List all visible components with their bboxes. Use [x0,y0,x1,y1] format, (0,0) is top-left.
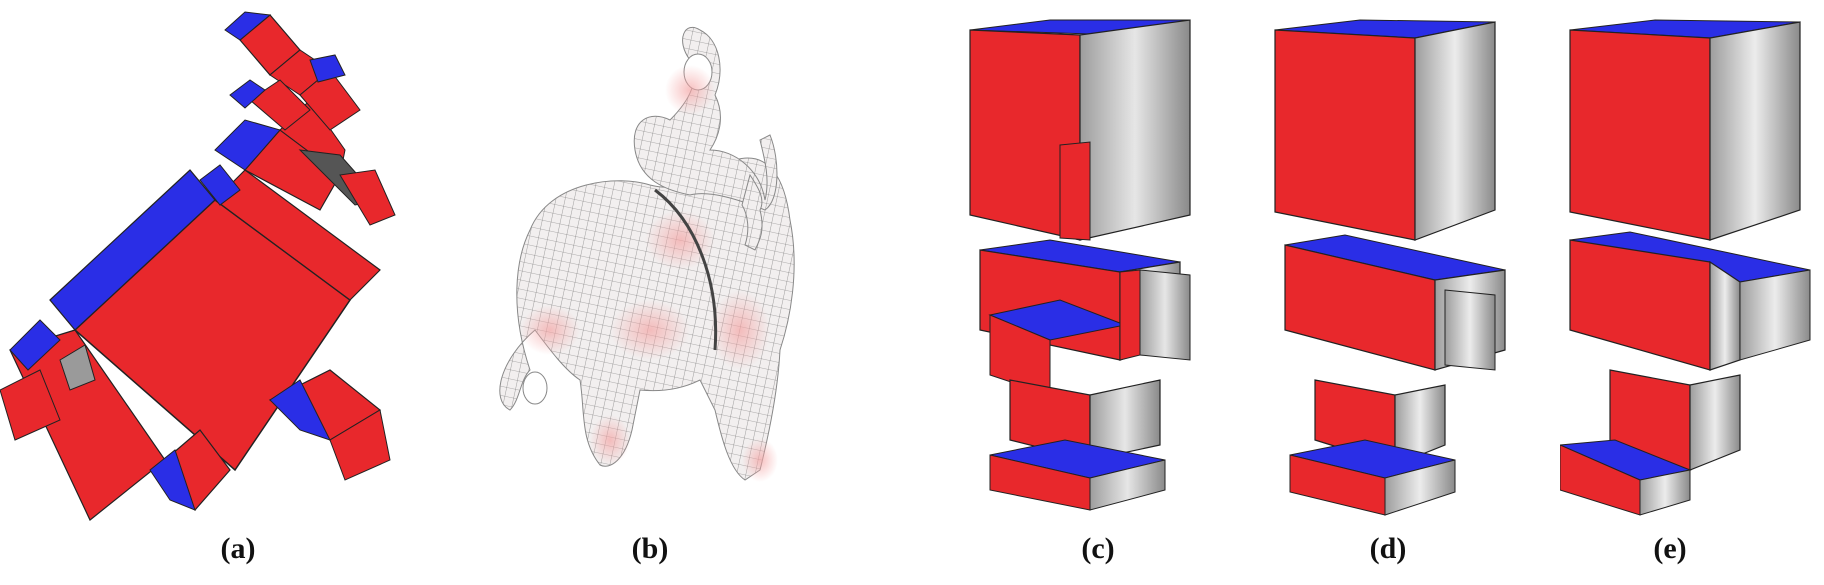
panel-b-quad-mesh-elephant [460,0,900,530]
caption-c: (c) [1081,532,1115,565]
caption-a: (a) [220,532,256,565]
caption-e: (e) [1653,532,1687,565]
panel-e-polycube-bust [1560,0,1824,530]
panel-c-image [969,19,1191,511]
panel-a-image [0,11,396,521]
caption-d: (d) [1369,532,1407,565]
panel-e-image [1560,19,1811,516]
panel-d-image [1274,19,1506,516]
panel-d-polycube-bust [1265,0,1545,530]
caption-b: (b) [631,532,669,565]
panel-b-image [499,26,795,482]
panel-c-polycube-bust [950,0,1250,530]
panel-a-polycube-elephant [0,0,460,530]
